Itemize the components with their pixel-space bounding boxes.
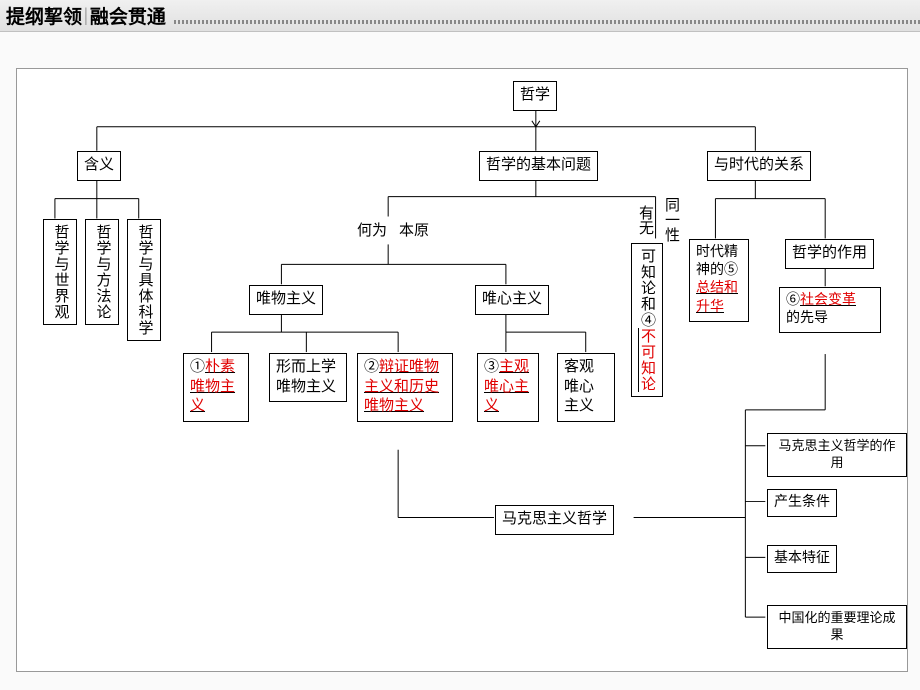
node-social-change: ⑥社会变革的先导 (779, 287, 881, 333)
diagram-canvas: 哲学 含义 哲学的基本问题 与时代的关系 哲学与世界观 哲学与方法论 哲学与具体… (16, 68, 908, 672)
label-tongyi: 同一性 (661, 197, 682, 242)
node-meaning: 含义 (77, 151, 121, 181)
header-left: 提纲挈领 (6, 2, 82, 29)
node-meaning-methodology: 哲学与方法论 (85, 219, 119, 325)
node-mat-dialectical: ②辩证唯物主义和历史唯物主义 (357, 353, 453, 422)
node-mat-naive: ①朴素唯物主义 (183, 353, 249, 422)
knowable-red: 不可知论 (639, 328, 655, 392)
mat-a-num: ① (190, 359, 205, 375)
node-meaning-worldview: 哲学与世界观 (43, 219, 77, 325)
ide-a-num: ③ (484, 359, 499, 375)
node-root: 哲学 (513, 81, 557, 111)
node-ide-objective: 客观唯心主义 (557, 353, 615, 422)
role-suffix: 的先导 (786, 311, 828, 326)
node-marx-features: 基本特征 (767, 545, 837, 573)
label-benyuan: 本原 (399, 219, 429, 240)
node-materialism: 唯物主义 (249, 285, 323, 315)
node-knowable: 可知论和④不可知论 (631, 243, 663, 397)
node-basic-question: 哲学的基本问题 (479, 151, 598, 181)
node-spirit: 时代精神的⑤总结和升华 (689, 239, 749, 322)
spirit-red: 总结和升华 (696, 281, 738, 314)
node-meaning-science: 哲学与具体科学 (127, 219, 161, 341)
page-header: 提纲挈领 | 融会贯通 (0, 0, 920, 32)
knowable-num: ④ (639, 312, 655, 328)
label-youwu: 有无 (635, 205, 656, 235)
role-red: 社会变革 (800, 293, 856, 308)
knowable-prefix: 可知论和 (639, 248, 655, 312)
node-philosophy-role: 哲学的作用 (785, 239, 874, 269)
header-trail (174, 20, 920, 24)
node-idealism: 唯心主义 (475, 285, 549, 315)
node-marx-conditions: 产生条件 (767, 489, 837, 517)
node-marx-china: 中国化的重要理论成果 (767, 605, 907, 649)
spirit-num: ⑤ (724, 263, 738, 278)
node-mat-metaphysical: 形而上学唯物主义 (269, 353, 347, 402)
mat-c-num: ② (364, 359, 379, 375)
header-divider: | (84, 5, 88, 27)
role-num: ⑥ (786, 293, 800, 308)
label-heiwei: 何为 (357, 219, 387, 240)
header-right: 融会贯通 (90, 2, 166, 29)
node-ide-subjective: ③主观唯心主义 (477, 353, 539, 422)
node-era-relation: 与时代的关系 (707, 151, 811, 181)
node-marxism: 马克思主义哲学 (495, 505, 614, 535)
node-marx-role: 马克思主义哲学的作用 (767, 433, 907, 477)
